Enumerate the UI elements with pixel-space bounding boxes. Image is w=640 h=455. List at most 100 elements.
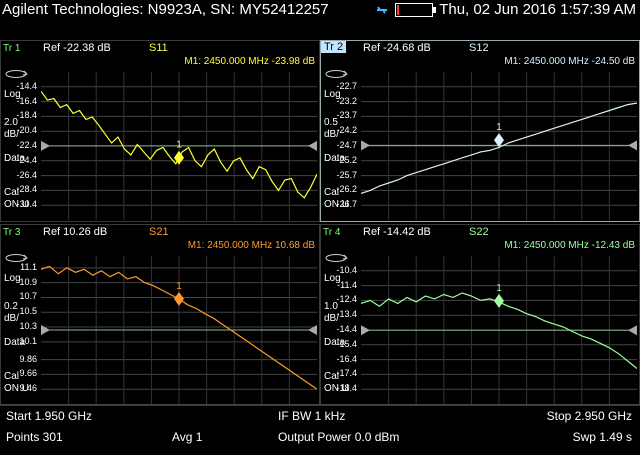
measurement-param: S21: [149, 226, 169, 238]
y-tick-label: -26.7: [336, 199, 357, 210]
ref-arrow-left: [41, 325, 50, 335]
trace-panel-tr2[interactable]: Tr 2 Ref -24.68 dB S12 M1: 2450.000 MHz -24…: [320, 40, 640, 222]
cal-status: ON U: [4, 383, 29, 394]
scale-text: dB/: [4, 313, 20, 324]
averaging: Avg 1: [172, 430, 203, 444]
marker-number: 1: [496, 122, 502, 133]
marker-diamond: [174, 150, 184, 165]
y-tick-label: 10.1: [19, 335, 37, 346]
y-tick-label: 10.5: [19, 306, 37, 317]
y-tick-label: 9.66: [19, 368, 37, 379]
y-tick-label: -15.4: [336, 338, 357, 349]
points-count: Points 301: [6, 430, 63, 444]
trace-label[interactable]: Tr 4: [323, 227, 341, 238]
marker-number: 1: [496, 283, 502, 294]
scale-text: Log: [4, 273, 21, 284]
y-tick-label: -22.7: [336, 80, 357, 91]
y-tick-label: 10.9: [19, 276, 37, 287]
y-tick-label: -16.4: [16, 95, 37, 106]
marker-number: 1: [176, 281, 182, 292]
scale-text: Data: [4, 153, 26, 164]
y-tick-label: -12.4: [336, 294, 357, 305]
trace-line: [361, 102, 637, 194]
y-tick-label: -14.4: [16, 80, 37, 91]
cal-status: ON U: [324, 199, 349, 210]
cal-status: Cal: [4, 187, 20, 198]
y-tick-label: -23.2: [336, 95, 357, 106]
scale-text: Data: [324, 153, 346, 164]
y-tick-label: 9.46: [19, 383, 37, 394]
y-tick-label: -10.4: [336, 264, 357, 275]
rotate-icon: [5, 70, 28, 78]
ref-arrow-right: [308, 325, 317, 335]
y-tick-label: -13.4: [336, 309, 357, 320]
marker-readout: M1: 2450.000 MHz -23.98 dB: [184, 56, 315, 67]
y-tick-label: -30.4: [16, 199, 37, 210]
if-bandwidth: IF BW 1 kHz: [278, 409, 346, 423]
trace-label[interactable]: Tr 3: [3, 227, 21, 238]
ref-arrow-left: [361, 325, 370, 336]
scale-text: Log: [324, 273, 341, 284]
y-tick-label: -18.4: [16, 110, 37, 121]
ref-level: Ref 10.26 dB: [43, 226, 108, 238]
y-tick-label: -20.4: [16, 125, 37, 136]
ref-arrow-right: [628, 140, 637, 151]
trace-panel-tr1[interactable]: Tr 1 Ref -22.38 dB S11 M1: 2450.000 MHz -23…: [0, 40, 320, 222]
scale-text: dB/: [324, 129, 340, 140]
measurement-param: S12: [469, 42, 489, 54]
scale-text: Data: [324, 337, 346, 348]
start-freq: Start 1.950 GHz: [6, 409, 93, 423]
cal-status: Cal: [4, 371, 20, 382]
marker-number: 1: [176, 140, 182, 151]
ref-arrow-right: [308, 140, 317, 151]
y-tick-label: -24.2: [336, 125, 357, 136]
output-power: Output Power 0.0 dBm: [278, 430, 400, 444]
cal-status: ON U: [324, 383, 349, 394]
marker-readout: M1: 2450.000 MHz -24.50 dB: [504, 56, 635, 67]
trace-plot[interactable]: 1: [41, 256, 317, 404]
scale-text: 0.5: [324, 117, 338, 128]
rotate-icon: [325, 254, 348, 262]
stop-freq: Stop 2.950 GHz: [546, 409, 632, 423]
rotate-icon: [325, 70, 348, 78]
y-tick-label: -11.4: [337, 279, 357, 290]
y-tick-label: -24.4: [16, 154, 37, 165]
instrument-title: Agilent Technologies: N9923A, SN: MY5241…: [2, 1, 329, 18]
y-tick-label: -24.7: [336, 140, 357, 150]
y-tick-label: -18.4: [336, 383, 357, 394]
y-tick-label: -16.4: [336, 353, 357, 364]
scale-text: dB/: [324, 313, 340, 324]
ref-level: Ref -22.38 dB: [43, 42, 111, 54]
scale-text: 1.0: [324, 301, 338, 312]
trace-label[interactable]: Tr 1: [3, 43, 21, 54]
trace-plot[interactable]: 1: [361, 256, 637, 404]
ref-arrow-right: [628, 325, 637, 336]
trace-panel-tr3[interactable]: Tr 3 Ref 10.26 dB S21 M1: 2450.000 MHz 10.6…: [0, 224, 320, 406]
y-tick-label: 11.1: [20, 261, 37, 272]
date-time: Thu, 02 Jun 2016 1:57:39 AM: [439, 1, 636, 18]
trace-plot[interactable]: 1: [41, 72, 317, 220]
rotate-icon: [5, 254, 28, 262]
measurement-param: S11: [149, 42, 168, 54]
cal-status: ON U: [4, 199, 29, 210]
cal-status: Cal: [324, 371, 340, 382]
trace-plot[interactable]: 1: [361, 72, 637, 220]
battery-icon: [395, 2, 437, 17]
y-tick-label: 10.3: [19, 321, 37, 332]
marker-readout: M1: 2450.000 MHz 10.68 dB: [187, 240, 315, 251]
scale-text: 2.0: [4, 117, 18, 128]
ref-level: Ref -14.42 dB: [363, 226, 431, 238]
scale-text: 0.2: [4, 301, 18, 312]
scale-text: dB/: [4, 129, 20, 140]
y-tick-label: -25.7: [336, 169, 357, 180]
cal-status: Cal: [324, 187, 340, 198]
ref-arrow-left: [41, 140, 50, 151]
y-tick-label: -25.2: [336, 154, 357, 165]
y-tick-label: -26.2: [336, 184, 357, 195]
marker-diamond: [494, 293, 504, 308]
status-area: Thu, 02 Jun 2016 1:57:39 AM: [375, 1, 636, 18]
trace-panel-tr4[interactable]: Tr 4 Ref -14.42 dB S22 M1: 2450.000 MHz -12…: [320, 224, 640, 406]
scale-text: Log: [324, 89, 341, 100]
ref-level: Ref -24.68 dB: [363, 42, 431, 54]
trace-label[interactable]: Tr 2: [321, 41, 347, 53]
